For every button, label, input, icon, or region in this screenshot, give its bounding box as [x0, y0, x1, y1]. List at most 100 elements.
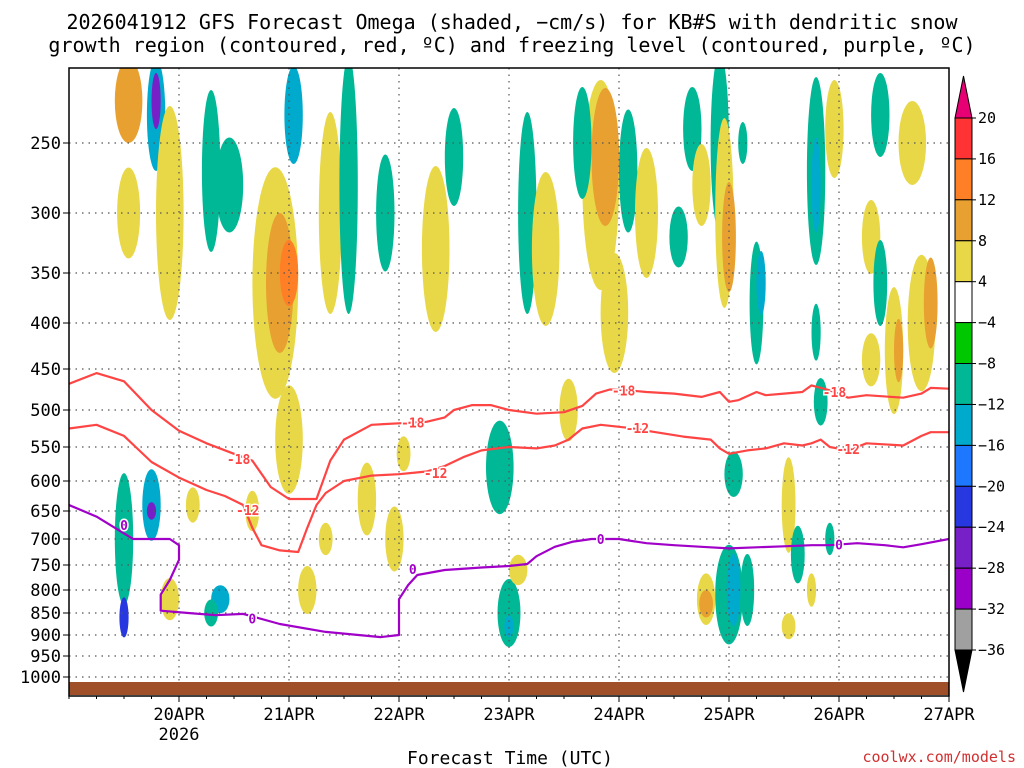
- omega-cell: [811, 303, 821, 361]
- colorbar-label: 4: [978, 273, 987, 291]
- colorbar-swatch: [954, 322, 973, 365]
- x-tick-label: 22APR: [373, 705, 425, 725]
- omega-cell: [699, 590, 713, 618]
- contour-line-freezing_level: [69, 503, 949, 639]
- chart-title-line-1: 2026041912 GFS Forecast Omega (shaded, −…: [66, 10, 958, 34]
- contour-label: 0: [409, 563, 417, 578]
- omega-cell: [531, 172, 560, 326]
- omega-cell: [518, 112, 537, 314]
- y-tick-label: 600: [30, 472, 61, 492]
- colorbar-label: −32: [978, 600, 1005, 618]
- colorbar-label: −8: [978, 355, 996, 373]
- colorbar: 20 16 12 8 4 −4 −8 −12 −16 −20 −24 −28 −32 −36: [954, 75, 1005, 693]
- omega-cell: [923, 257, 938, 349]
- contour-label: -18: [227, 453, 251, 468]
- colorbar-swatch: [954, 608, 973, 651]
- omega-cell: [151, 73, 161, 129]
- omega-cell: [215, 137, 244, 233]
- colorbar-swatch: [954, 404, 973, 446]
- x-axis-title: Forecast Time (UTC): [407, 748, 613, 768]
- omega-cell: [114, 473, 134, 605]
- contour-label: -18: [823, 386, 847, 401]
- temperature-contours: [69, 372, 949, 639]
- terrain-strip: [69, 682, 949, 695]
- omega-cell: [504, 615, 514, 638]
- y-tick-label: 700: [30, 530, 61, 550]
- colorbar-swatch: [954, 363, 973, 405]
- y-tick-label: 400: [30, 314, 61, 334]
- colorbar-swatch: [954, 158, 973, 201]
- x-tick-label: 27APR: [923, 705, 975, 725]
- y-tick-label: 950: [30, 647, 61, 667]
- colorbar-max-triangle: [954, 75, 973, 119]
- grid-lines: [69, 68, 949, 696]
- omega-cell: [591, 88, 620, 226]
- omega-cell: [726, 554, 741, 626]
- x-tick-label: 25APR: [703, 705, 755, 725]
- colorbar-label: −12: [978, 395, 1005, 413]
- contour-line-dendritic_bottom: [69, 423, 949, 554]
- omega-cell: [600, 253, 629, 373]
- omega-cell: [790, 525, 805, 584]
- omega-cell: [894, 318, 904, 383]
- colorbar-swatch: [954, 281, 973, 324]
- colorbar-swatch: [954, 117, 973, 160]
- colorbar-label: −28: [978, 559, 1005, 577]
- contour-label: -12: [836, 443, 859, 458]
- omega-cell: [738, 122, 748, 164]
- contour-label: -12: [626, 422, 649, 437]
- y-tick-label: 750: [30, 556, 61, 576]
- contour-label: -18: [612, 384, 636, 399]
- chart-title-line-2: growth region (contoured, red, ºC) and f…: [48, 33, 976, 57]
- omega-cell: [119, 597, 129, 638]
- contour-label: 0: [835, 539, 843, 554]
- colorbar-label: −36: [978, 641, 1005, 659]
- omega-cell: [114, 68, 143, 143]
- omega-cell: [156, 106, 184, 320]
- colorbar-label: −20: [978, 477, 1005, 495]
- omega-cell: [486, 420, 514, 515]
- y-tick-label: 500: [30, 401, 61, 421]
- omega-cell: [619, 109, 638, 233]
- x-tick-label: 26APR: [813, 705, 865, 725]
- omega-cell: [509, 554, 528, 586]
- y-tick-label: 1000: [20, 668, 61, 688]
- contour-labels: -18 -18 -18 -18 -12 -12 -12 -12 0 0 0 0 0: [119, 383, 862, 629]
- y-tick-label: 550: [30, 438, 61, 458]
- omega-cell: [635, 148, 658, 278]
- y-tick-label: 850: [30, 604, 61, 624]
- y-tick-label: 350: [30, 264, 61, 284]
- omega-cell: [421, 166, 450, 332]
- omega-cell: [756, 251, 766, 315]
- contour-label: -12: [424, 467, 447, 482]
- omega-cell: [898, 101, 927, 185]
- omega-cell: [298, 566, 317, 614]
- omega-cell: [279, 240, 299, 306]
- omega-cell: [669, 206, 688, 268]
- omega-cell: [861, 333, 881, 387]
- omega-cell: [318, 522, 333, 556]
- omega-cell: [806, 573, 817, 607]
- omega-cell: [376, 154, 395, 272]
- y-axis: 2503003504004505005506006507007508008509…: [20, 134, 69, 688]
- contour-line-dendritic_top: [69, 372, 949, 501]
- omega-cell: [871, 73, 890, 157]
- x-tick-label: 20APR: [153, 705, 205, 725]
- y-tick-label: 800: [30, 581, 61, 601]
- x-tick-label: 21APR: [263, 705, 315, 725]
- omega-cell: [825, 80, 844, 178]
- omega-cell: [201, 90, 221, 252]
- omega-cell: [873, 240, 888, 326]
- contour-label: 0: [120, 519, 128, 534]
- colorbar-swatch: [954, 444, 973, 487]
- colorbar-swatch: [954, 199, 973, 242]
- colorbar-swatch: [954, 567, 973, 610]
- colorbar-label: 12: [978, 191, 996, 209]
- omega-cell: [339, 68, 358, 314]
- omega-cell: [497, 579, 521, 647]
- y-tick-label: 250: [30, 134, 61, 154]
- omega-cell: [781, 613, 796, 640]
- colorbar-swatch: [954, 240, 973, 283]
